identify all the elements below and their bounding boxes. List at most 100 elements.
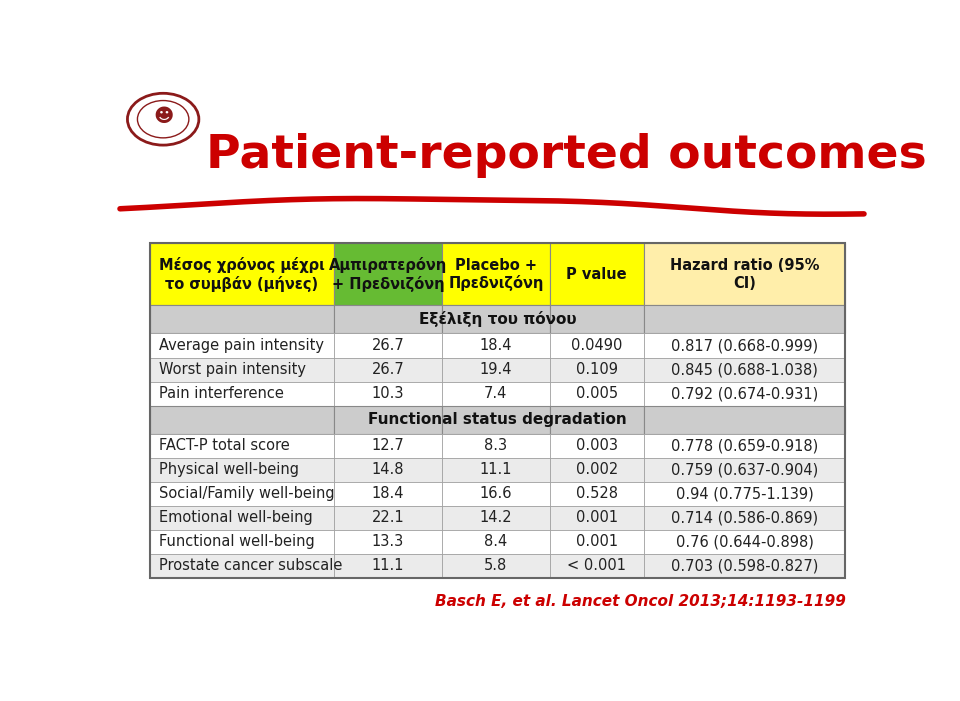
Text: 0.714 (0.586-0.869): 0.714 (0.586-0.869) <box>671 510 818 525</box>
Bar <box>334 306 442 334</box>
Text: 0.703 (0.598-0.827): 0.703 (0.598-0.827) <box>671 559 818 573</box>
Bar <box>334 406 442 434</box>
Bar <box>643 334 846 358</box>
Text: Pain interference: Pain interference <box>159 386 284 401</box>
Bar <box>442 530 550 554</box>
Text: 26.7: 26.7 <box>372 362 404 377</box>
Text: Placebo +
Πρεδνιζόνη: Placebo + Πρεδνιζόνη <box>448 257 543 291</box>
Bar <box>334 334 442 358</box>
Bar <box>643 554 846 578</box>
Text: 18.4: 18.4 <box>372 486 404 501</box>
Text: Average pain intensity: Average pain intensity <box>159 338 324 353</box>
Text: Physical well-being: Physical well-being <box>159 462 299 477</box>
Bar <box>334 458 442 482</box>
Bar <box>643 506 846 530</box>
Bar <box>550 482 643 506</box>
Bar <box>334 482 442 506</box>
Bar <box>442 406 550 434</box>
Bar <box>150 554 334 578</box>
Bar <box>550 306 643 334</box>
Bar <box>150 506 334 530</box>
Text: 11.1: 11.1 <box>480 462 512 477</box>
Text: 0.109: 0.109 <box>576 362 617 377</box>
Bar <box>643 306 846 334</box>
Bar <box>643 482 846 506</box>
Bar <box>643 434 846 458</box>
Text: P value: P value <box>566 267 627 282</box>
Bar <box>150 434 334 458</box>
Bar <box>442 243 550 306</box>
Text: 14.2: 14.2 <box>480 510 512 525</box>
Bar <box>550 506 643 530</box>
Bar <box>442 506 550 530</box>
Bar <box>550 406 643 434</box>
Bar <box>334 554 442 578</box>
Bar <box>442 434 550 458</box>
Text: 0.001: 0.001 <box>576 510 618 525</box>
Bar <box>442 458 550 482</box>
Text: 11.1: 11.1 <box>372 559 404 573</box>
Text: 16.6: 16.6 <box>480 486 512 501</box>
Text: 26.7: 26.7 <box>372 338 404 353</box>
Text: Functional status degradation: Functional status degradation <box>369 412 627 427</box>
Bar <box>643 381 846 406</box>
Bar <box>442 381 550 406</box>
Bar <box>150 334 334 358</box>
Bar <box>643 530 846 554</box>
Bar <box>150 530 334 554</box>
Text: 14.8: 14.8 <box>372 462 404 477</box>
Text: 0.005: 0.005 <box>576 386 618 401</box>
Text: Μέσος χρόνος μέχρι
το συμβάν (μήνες): Μέσος χρόνος μέχρι το συμβάν (μήνες) <box>159 257 324 292</box>
Bar <box>442 358 550 381</box>
Text: 8.3: 8.3 <box>484 438 508 454</box>
Text: 0.001: 0.001 <box>576 534 618 550</box>
Text: 0.845 (0.688-1.038): 0.845 (0.688-1.038) <box>671 362 818 377</box>
Bar <box>550 381 643 406</box>
Bar <box>150 358 334 381</box>
Bar <box>150 306 334 334</box>
Text: 19.4: 19.4 <box>480 362 512 377</box>
Text: 0.76 (0.644-0.898): 0.76 (0.644-0.898) <box>676 534 813 550</box>
Bar <box>150 243 846 578</box>
Text: Prostate cancer subscale: Prostate cancer subscale <box>159 559 343 573</box>
Text: 0.817 (0.668-0.999): 0.817 (0.668-0.999) <box>671 338 818 353</box>
Bar <box>334 530 442 554</box>
Text: < 0.001: < 0.001 <box>567 559 626 573</box>
Bar <box>550 530 643 554</box>
Bar <box>550 334 643 358</box>
Bar <box>550 458 643 482</box>
Bar <box>442 554 550 578</box>
Text: Functional well-being: Functional well-being <box>159 534 315 550</box>
Text: Hazard ratio (95%
CI): Hazard ratio (95% CI) <box>670 258 819 291</box>
Bar <box>334 506 442 530</box>
Bar <box>442 306 550 334</box>
Bar <box>550 358 643 381</box>
Text: Emotional well-being: Emotional well-being <box>159 510 313 525</box>
Text: 0.778 (0.659-0.918): 0.778 (0.659-0.918) <box>671 438 818 454</box>
Text: 0.528: 0.528 <box>576 486 617 501</box>
Bar <box>643 243 846 306</box>
Text: FACT-P total score: FACT-P total score <box>159 438 290 454</box>
Text: Patient-reported outcomes: Patient-reported outcomes <box>205 132 926 177</box>
Text: 0.759 (0.637-0.904): 0.759 (0.637-0.904) <box>671 462 818 477</box>
Text: 8.4: 8.4 <box>484 534 508 550</box>
Text: 0.792 (0.674-0.931): 0.792 (0.674-0.931) <box>671 386 818 401</box>
Text: ☻: ☻ <box>153 107 174 126</box>
Text: 0.94 (0.775-1.139): 0.94 (0.775-1.139) <box>676 486 813 501</box>
Bar <box>334 243 442 306</box>
Text: 0.002: 0.002 <box>576 462 618 477</box>
Bar <box>643 358 846 381</box>
Text: Εξέλιξη του πόνου: Εξέλιξη του πόνου <box>419 311 576 327</box>
Text: Worst pain intensity: Worst pain intensity <box>159 362 306 377</box>
Bar <box>334 358 442 381</box>
Text: 5.8: 5.8 <box>484 559 508 573</box>
Text: 0.0490: 0.0490 <box>571 338 622 353</box>
Text: 12.7: 12.7 <box>372 438 404 454</box>
Bar <box>550 243 643 306</box>
Text: Αμπιρατερόνη
+ Πρεδνιζόνη: Αμπιρατερόνη + Πρεδνιζόνη <box>329 257 447 292</box>
Bar <box>643 458 846 482</box>
Bar <box>334 381 442 406</box>
Text: Basch E, et al. Lancet Oncol 2013;14:1193-1199: Basch E, et al. Lancet Oncol 2013;14:119… <box>435 594 846 608</box>
Text: 7.4: 7.4 <box>484 386 508 401</box>
Text: Social/Family well-being: Social/Family well-being <box>159 486 335 501</box>
